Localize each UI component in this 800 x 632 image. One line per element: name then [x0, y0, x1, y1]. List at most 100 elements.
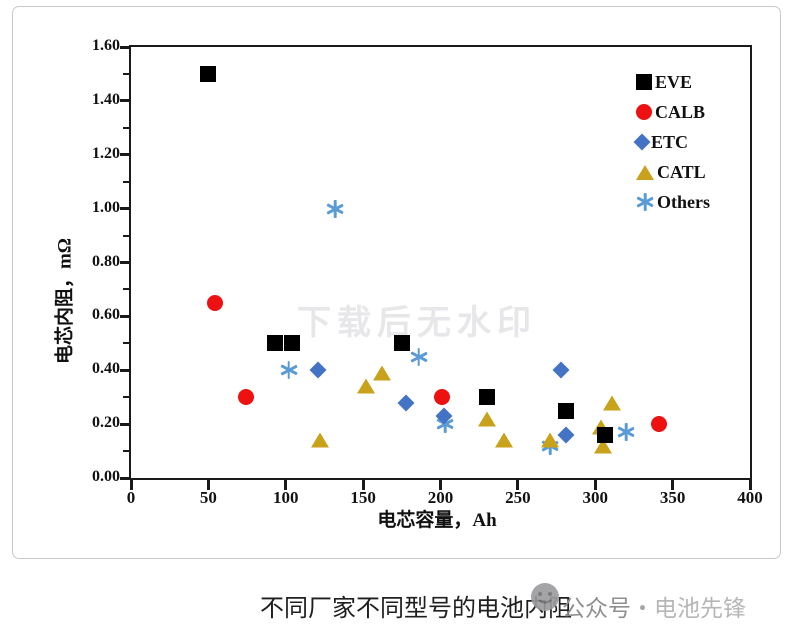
x-tick-label: 250	[505, 488, 531, 507]
account-name: 电池先锋	[654, 595, 746, 621]
y-tick-label: 1.20	[92, 144, 120, 162]
legend: EVE CALB ETC CATL Others	[633, 67, 710, 217]
chart-card: 下载后无水印 电芯内阻，mΩ 电芯容量，Ah EVE CALB ETC CATL Oth…	[12, 6, 781, 559]
data-point-Others	[617, 423, 635, 442]
circle-marker	[434, 389, 451, 406]
triangle-marker	[310, 432, 329, 448]
x-tick-label: 150	[350, 488, 376, 507]
legend-label: CATL	[657, 161, 706, 182]
square-marker	[283, 335, 300, 352]
y-minor-tick	[123, 234, 129, 237]
x-tick-label: 350	[659, 488, 686, 507]
y-tick	[120, 476, 129, 480]
y-tick-label: 1.40	[92, 90, 120, 108]
data-point-Others	[326, 199, 344, 218]
center-watermark: 下载后无水印	[297, 304, 537, 342]
x-tick	[671, 480, 675, 490]
y-tick	[120, 422, 129, 426]
data-point-CALB	[434, 389, 451, 406]
diamond-marker	[397, 394, 415, 412]
y-tick-label: 0.40	[92, 360, 120, 378]
triangle-marker	[494, 432, 513, 448]
data-point-EVE	[557, 402, 574, 419]
data-point-Others	[410, 347, 428, 366]
x-tick-label: 100	[273, 488, 299, 507]
data-point-CATL	[603, 395, 622, 411]
data-point-ETC	[397, 394, 415, 412]
diamond-marker	[309, 361, 327, 379]
data-point-EVE	[596, 426, 613, 443]
data-point-ETC	[557, 426, 575, 444]
x-tick	[516, 480, 520, 490]
y-tick-label: 1.00	[92, 198, 120, 216]
legend-label: CALB	[655, 101, 706, 122]
x-tick-label: 0	[126, 488, 136, 507]
legend-label: EVE	[655, 71, 693, 92]
y-minor-tick	[123, 288, 129, 291]
legend-item-EVE: EVE	[636, 67, 710, 97]
plot-area: EVE CALB ETC CATL Others 0.00 0.20 0.40 0.60 0.8…	[92, 37, 763, 507]
asterisk-marker	[436, 415, 454, 434]
y-tick-label: 0.80	[92, 252, 120, 270]
asterisk-marker	[617, 423, 635, 442]
x-tick	[206, 480, 210, 490]
account-prefix: 公众号	[562, 595, 631, 621]
data-point-ETC	[309, 361, 327, 379]
x-axis-title: 电芯容量，Ah	[377, 510, 497, 531]
circle-marker	[206, 294, 223, 311]
data-point-CATL	[372, 365, 391, 381]
square-marker	[557, 402, 574, 419]
y-tick-label: 0.00	[92, 468, 120, 485]
x-tick-label: 200	[427, 488, 454, 507]
y-tick	[120, 45, 129, 49]
account-separator: ・	[631, 595, 654, 621]
data-point-Others	[436, 415, 454, 434]
data-point-CATL	[494, 432, 513, 448]
asterisk-marker	[326, 199, 344, 218]
data-point-CATL	[541, 432, 560, 448]
x-tick-label: 400	[737, 488, 763, 507]
legend-item-ETC: ETC	[633, 127, 710, 157]
y-tick	[120, 368, 129, 372]
circle-marker	[650, 416, 667, 433]
square-marker	[478, 389, 495, 406]
x-tick	[284, 480, 288, 490]
legend-label: Others	[657, 191, 710, 212]
y-minor-tick	[123, 450, 129, 453]
y-minor-tick	[123, 342, 129, 345]
y-tick	[120, 314, 129, 318]
circle-marker	[636, 104, 652, 120]
x-tick	[748, 480, 752, 490]
legend-label: ETC	[651, 131, 689, 152]
x-tick	[439, 480, 442, 490]
square-marker	[266, 335, 283, 352]
x-tick	[361, 480, 365, 490]
y-minor-tick	[123, 72, 129, 75]
y-minor-tick	[123, 396, 129, 399]
circle-marker	[237, 389, 254, 406]
caption-text: 不同厂家不同型号的电池内阻	[260, 595, 572, 622]
legend-item-CATL: CATL	[636, 157, 710, 187]
x-tick-label: 300	[582, 488, 609, 507]
triangle-marker	[603, 395, 622, 411]
square-marker	[393, 335, 410, 352]
y-tick	[120, 261, 129, 264]
data-point-EVE	[283, 335, 300, 352]
diamond-marker	[557, 426, 575, 444]
triangle-marker	[636, 164, 654, 180]
data-point-CALB	[206, 294, 223, 311]
square-marker	[596, 426, 613, 443]
x-tick-label: 50	[199, 488, 217, 507]
data-point-Others	[280, 361, 298, 380]
asterisk-marker	[636, 193, 654, 211]
legend-item-Others: Others	[636, 187, 710, 217]
y-tick	[120, 99, 129, 103]
data-point-EVE	[478, 389, 495, 406]
legend-item-CALB: CALB	[636, 97, 710, 127]
triangle-marker	[372, 365, 391, 381]
y-tick	[120, 207, 129, 211]
asterisk-marker	[280, 361, 298, 380]
diamond-marker	[552, 361, 570, 379]
account-logo-icon	[531, 583, 559, 611]
triangle-marker	[477, 411, 496, 427]
